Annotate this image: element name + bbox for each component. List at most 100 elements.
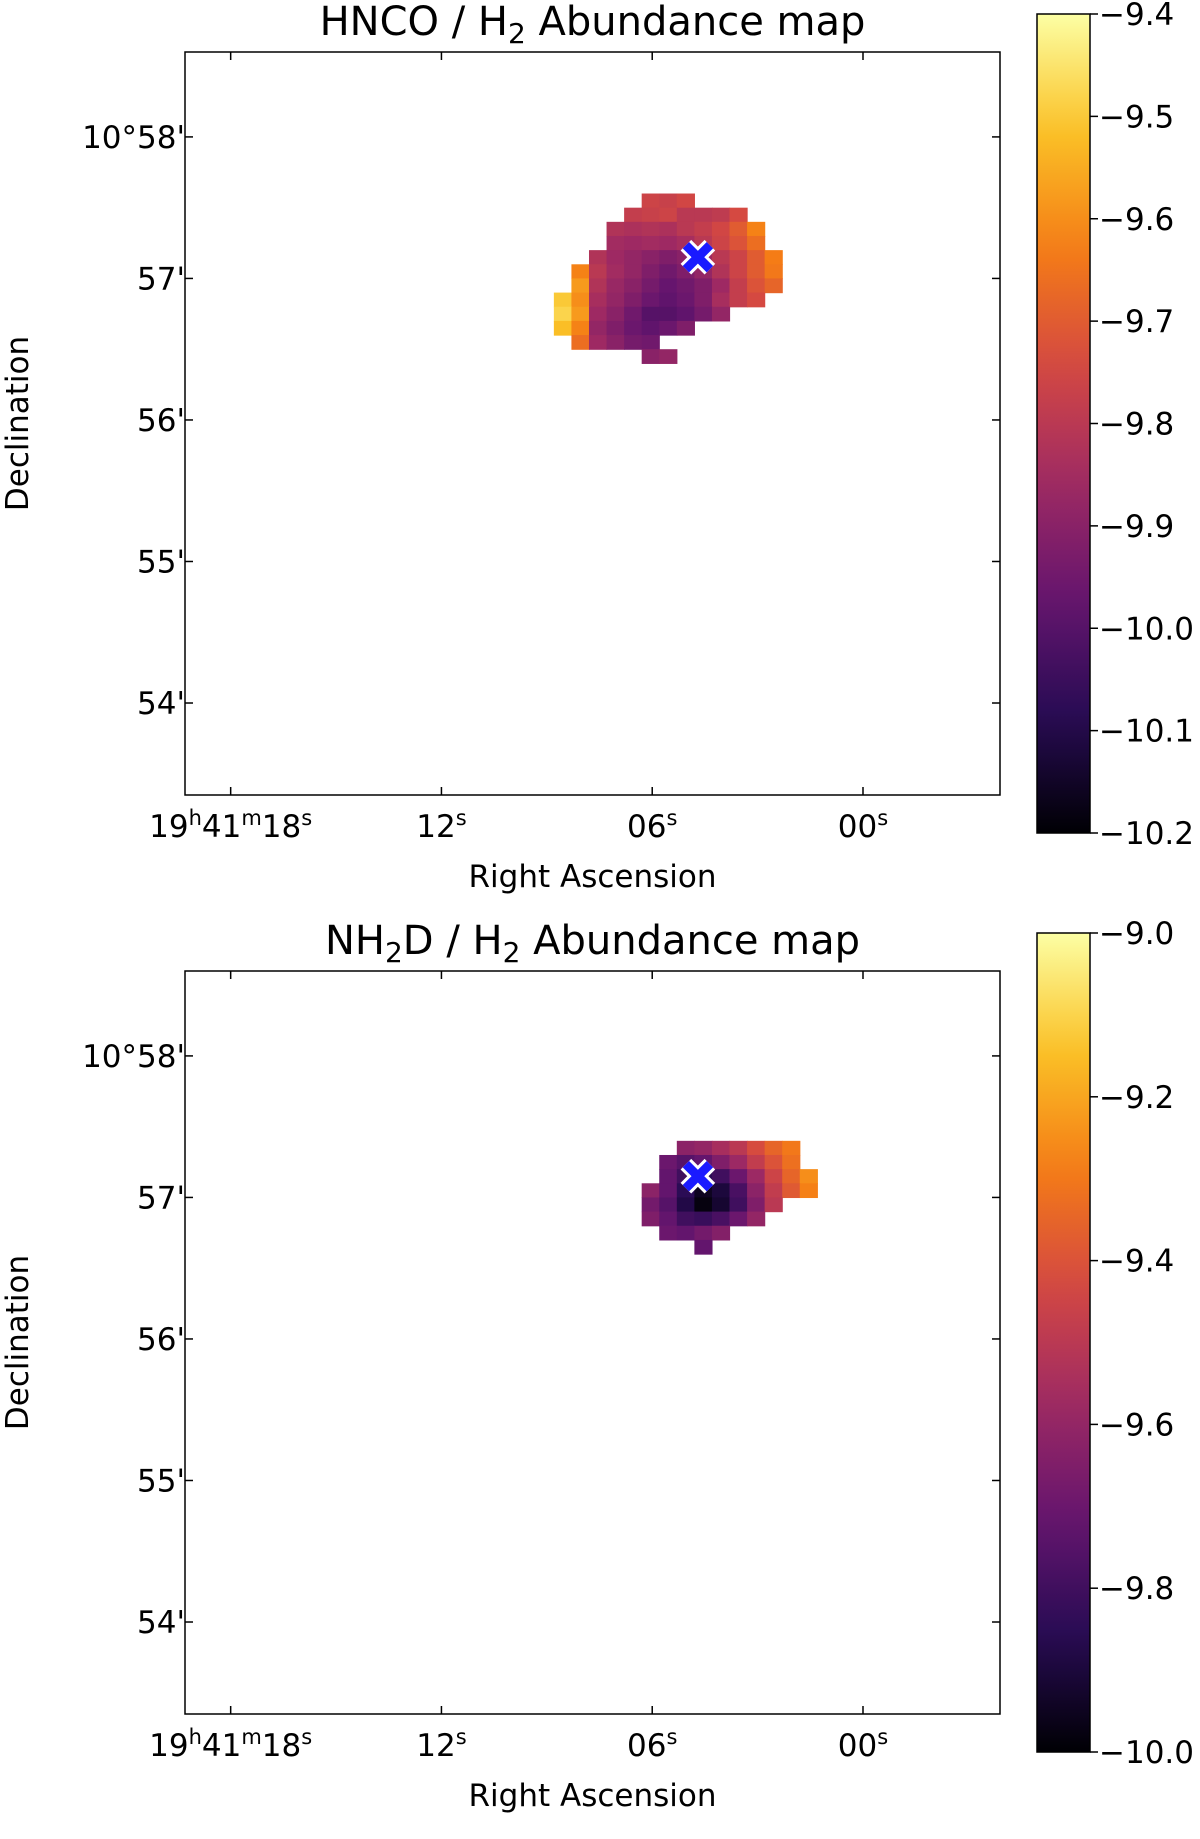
nh2d-heatmap-pixel xyxy=(747,1197,766,1213)
hnco-title: HNCO / H2 Abundance map xyxy=(320,0,866,50)
nh2d-heatmap-pixel xyxy=(641,1183,660,1199)
nh2d-colorbar-tick-label: −10.0 xyxy=(1099,1735,1194,1771)
hnco-heatmap-pixel xyxy=(588,278,608,294)
hnco-y-tick-label: 55' xyxy=(137,544,185,580)
nh2d-y-tick-label: 10°58' xyxy=(82,1039,185,1075)
hnco-y-tick-label: 56' xyxy=(137,403,185,439)
nh2d-heatmap-pixel xyxy=(782,1140,801,1156)
hnco-heatmap-pixel xyxy=(729,264,748,280)
hnco-heatmap-pixel xyxy=(606,335,625,350)
hnco-x-tick-label: 06s xyxy=(627,806,677,845)
hnco-heatmap-pixel xyxy=(764,278,783,294)
hnco-heatmap-pixel xyxy=(676,221,695,237)
hnco-colorbar-tick-label: −9.9 xyxy=(1099,509,1174,545)
hnco-heatmap-pixel xyxy=(676,207,695,223)
hnco-heatmap-pixel xyxy=(729,235,748,251)
nh2d-y-tick-label: 57' xyxy=(137,1180,185,1216)
hnco-heatmap-pixel xyxy=(711,207,731,223)
nh2d-heatmap-pixel xyxy=(747,1169,766,1184)
nh2d-heatmap-pixel xyxy=(641,1197,660,1213)
nh2d-heatmap-pixel xyxy=(659,1225,678,1241)
hnco-heatmap-pixel xyxy=(711,221,731,237)
nh2d-x-tick-label-part: s xyxy=(666,1725,677,1749)
hnco-heatmap-pixel xyxy=(729,250,748,265)
hnco-x-tick-label-part: s xyxy=(666,806,677,830)
hnco-heatmap-pixel xyxy=(606,306,625,322)
nh2d-x-tick-label-part: 41 xyxy=(202,1728,241,1764)
hnco-heatmap-pixel xyxy=(659,278,678,294)
hnco-colorbar-tick-label: −9.5 xyxy=(1099,99,1174,135)
nh2d-heatmap-pixel xyxy=(694,1239,713,1255)
nh2d-heatmap-pixel xyxy=(764,1154,783,1170)
hnco-heatmap-pixel xyxy=(624,264,643,280)
hnco-heatmap-pixel xyxy=(641,306,660,322)
hnco-heatmap-pixel xyxy=(606,235,625,251)
hnco-heatmap-pixel xyxy=(624,292,643,308)
hnco-x-tick-label-part: s xyxy=(877,806,888,830)
hnco-heatmap-pixel xyxy=(588,250,608,265)
nh2d-heatmap-pixel xyxy=(764,1197,783,1213)
hnco-x-tick-label-part: 06 xyxy=(627,809,666,845)
hnco-heatmap-pixel xyxy=(729,278,748,294)
nh2d-heatmap-pixel xyxy=(747,1211,766,1227)
nh2d-heatmap-pixel xyxy=(711,1211,731,1227)
hnco-heatmap-pixel xyxy=(588,292,608,308)
nh2d-heatmap-pixel xyxy=(659,1154,678,1170)
nh2d-heatmap-pixel xyxy=(659,1183,678,1199)
hnco-heatmap-pixel xyxy=(641,264,660,280)
hnco-heatmap-pixel xyxy=(571,292,590,308)
hnco-heatmap-pixel xyxy=(641,292,660,308)
nh2d-source-marker xyxy=(682,1161,714,1192)
hnco-heatmap-pixel xyxy=(711,306,731,322)
hnco-heatmap-pixel xyxy=(606,320,625,336)
nh2d-heatmap-pixel xyxy=(676,1140,695,1156)
hnco-heatmap-pixel xyxy=(747,250,766,265)
hnco-heatmap-pixel xyxy=(606,250,625,265)
hnco-heatmap-pixel xyxy=(676,278,695,294)
hnco-colorbar xyxy=(1036,13,1091,834)
nh2d-heatmap-pixel xyxy=(782,1183,801,1199)
nh2d-colorbar-tick-label: −9.0 xyxy=(1099,919,1174,952)
nh2d-heatmap-pixel xyxy=(711,1154,731,1170)
nh2d-heatmap-pixel xyxy=(659,1211,678,1227)
hnco-heatmap-pixel xyxy=(694,292,713,308)
nh2d-heatmap-pixel xyxy=(711,1169,731,1184)
hnco-heatmap-pixel xyxy=(624,250,643,265)
nh2d-heatmap-pixel xyxy=(764,1169,783,1184)
nh2d-heatmap-pixel xyxy=(711,1197,731,1213)
hnco-heatmap-pixel xyxy=(659,193,678,209)
hnco-heatmap-pixel xyxy=(694,278,713,294)
nh2d-heatmap-pixel xyxy=(729,1197,748,1213)
hnco-heatmap-pixel xyxy=(588,306,608,322)
hnco-heatmap-pixel xyxy=(659,207,678,223)
hnco-y-tick-label: 54' xyxy=(137,686,185,722)
nh2d-title-part: Abundance map xyxy=(520,919,860,964)
nh2d-title-part: D / H xyxy=(403,919,503,964)
nh2d-x-tick-label-part: 12 xyxy=(416,1728,455,1764)
hnco-heatmap-pixel xyxy=(588,264,608,280)
hnco-heatmap-pixel xyxy=(571,278,590,294)
nh2d-heatmap-pixel xyxy=(676,1225,695,1241)
hnco-heatmap-pixel xyxy=(729,292,748,308)
hnco-heatmap-pixel xyxy=(641,320,660,336)
hnco-heatmap-pixel xyxy=(624,235,643,251)
hnco-heatmap-pixel xyxy=(641,349,660,364)
nh2d-x-tick-label-part: s xyxy=(301,1725,312,1749)
hnco-colorbar-tick-label: −9.4 xyxy=(1099,0,1174,33)
nh2d-heatmap-pixel xyxy=(729,1140,748,1156)
hnco-heatmap-pixel xyxy=(676,292,695,308)
nh2d-x-tick-label-part: h xyxy=(189,1725,202,1749)
nh2d-heatmap-pixel xyxy=(729,1183,748,1199)
hnco-heatmap-pixel xyxy=(606,292,625,308)
hnco-heatmap-pixel xyxy=(571,306,590,322)
nh2d-heatmap-pixel xyxy=(694,1211,713,1227)
hnco-colorbar-tick-label: −10.1 xyxy=(1099,714,1194,750)
nh2d-x-tick-label-part: 00 xyxy=(838,1728,877,1764)
nh2d-y-tick-label: 55' xyxy=(137,1463,185,1499)
nh2d-axes-frame xyxy=(184,970,1001,1715)
hnco-heatmap-pixel xyxy=(747,221,766,237)
hnco-heatmap-pixel xyxy=(553,320,573,336)
nh2d-heatmap-pixel xyxy=(694,1197,713,1213)
hnco-heatmap-pixel xyxy=(606,264,625,280)
